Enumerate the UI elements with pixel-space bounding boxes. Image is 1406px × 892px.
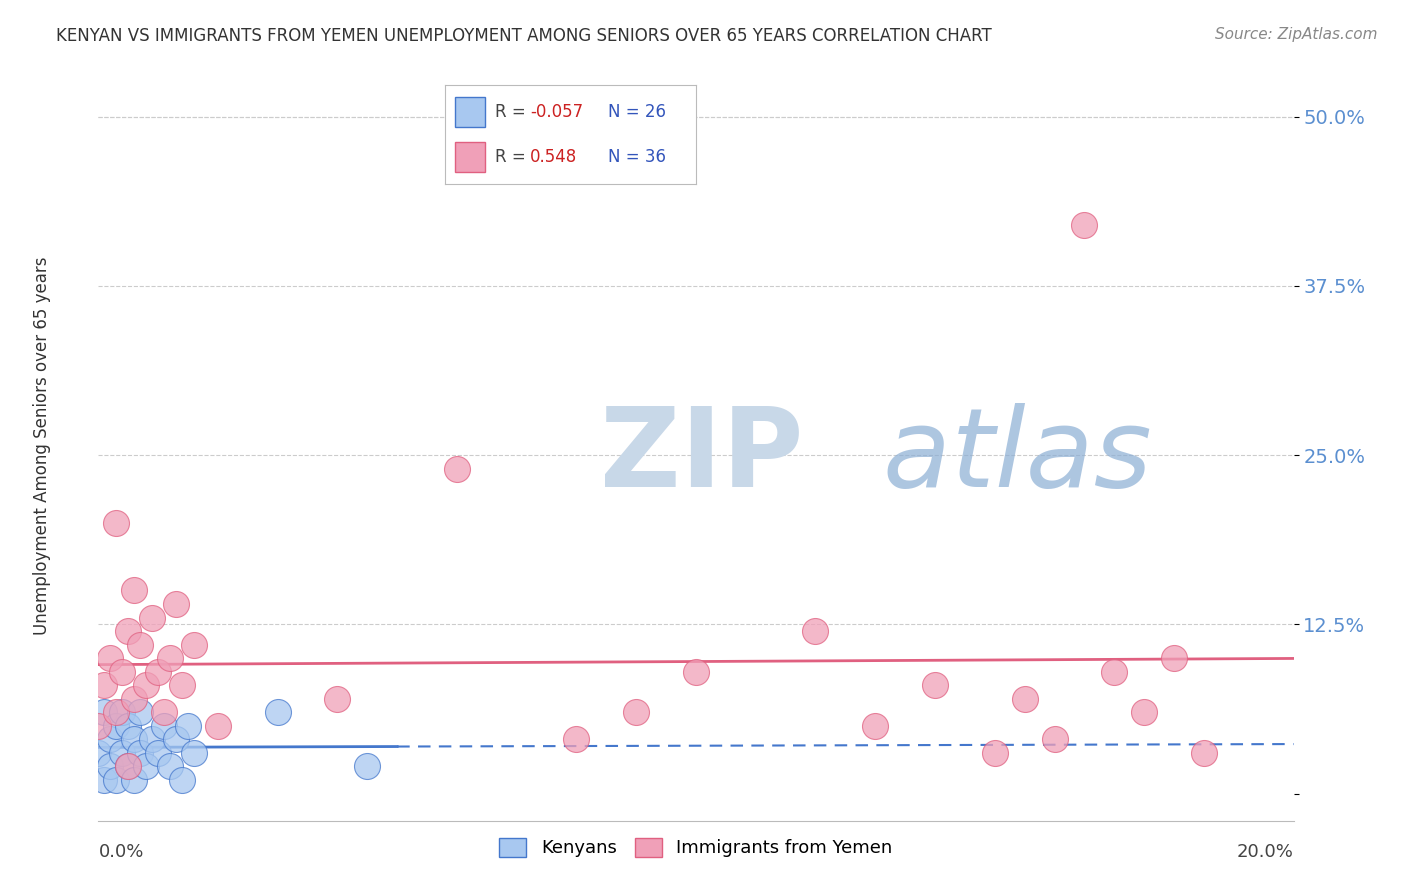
Point xyxy=(685,665,707,679)
Point xyxy=(129,706,152,720)
Point xyxy=(124,583,146,598)
Point xyxy=(105,706,128,720)
Point xyxy=(177,719,200,733)
Point xyxy=(129,638,152,652)
Point xyxy=(172,772,194,787)
Point xyxy=(165,732,187,747)
Point xyxy=(159,651,181,665)
Point xyxy=(172,678,194,692)
Point xyxy=(1163,651,1185,665)
Point xyxy=(98,651,122,665)
Point xyxy=(98,732,122,747)
Point xyxy=(105,719,128,733)
Text: 20.0%: 20.0% xyxy=(1237,844,1294,862)
Point xyxy=(159,759,181,773)
Point xyxy=(111,706,134,720)
Point xyxy=(446,461,468,475)
Point xyxy=(124,732,146,747)
Point xyxy=(984,746,1007,760)
Point xyxy=(124,691,146,706)
Point xyxy=(141,732,163,747)
Point xyxy=(1043,732,1066,747)
Point xyxy=(117,624,139,639)
Point xyxy=(105,772,128,787)
Point xyxy=(1133,706,1156,720)
Point xyxy=(135,759,157,773)
Point xyxy=(135,678,157,692)
Point xyxy=(865,719,887,733)
Point xyxy=(124,772,146,787)
Point xyxy=(148,746,170,760)
Point xyxy=(117,759,139,773)
Point xyxy=(1073,218,1095,232)
Point xyxy=(326,691,349,706)
Point xyxy=(117,719,139,733)
Point xyxy=(626,706,648,720)
Point xyxy=(565,732,588,747)
Point xyxy=(183,746,205,760)
Point xyxy=(153,719,176,733)
Text: atlas: atlas xyxy=(600,403,1152,510)
Text: Source: ZipAtlas.com: Source: ZipAtlas.com xyxy=(1215,27,1378,42)
Point xyxy=(183,638,205,652)
Point xyxy=(141,610,163,624)
Text: 0.0%: 0.0% xyxy=(98,844,143,862)
Point xyxy=(93,706,115,720)
Point xyxy=(148,665,170,679)
Text: Unemployment Among Seniors over 65 years: Unemployment Among Seniors over 65 years xyxy=(34,257,51,635)
Point xyxy=(117,759,139,773)
Point xyxy=(1014,691,1036,706)
Point xyxy=(129,746,152,760)
Point xyxy=(87,719,110,733)
Point xyxy=(111,665,134,679)
Point xyxy=(93,678,115,692)
Text: ZIP: ZIP xyxy=(600,403,804,510)
Legend: Kenyans, Immigrants from Yemen: Kenyans, Immigrants from Yemen xyxy=(492,830,900,864)
Point xyxy=(105,516,128,530)
Point xyxy=(98,759,122,773)
Point xyxy=(356,759,378,773)
Point xyxy=(1104,665,1126,679)
Point xyxy=(1192,746,1215,760)
Point xyxy=(111,746,134,760)
Point xyxy=(267,706,290,720)
Point xyxy=(93,772,115,787)
Point xyxy=(87,746,110,760)
Text: KENYAN VS IMMIGRANTS FROM YEMEN UNEMPLOYMENT AMONG SENIORS OVER 65 YEARS CORRELA: KENYAN VS IMMIGRANTS FROM YEMEN UNEMPLOY… xyxy=(56,27,993,45)
Point xyxy=(207,719,229,733)
Point xyxy=(153,706,176,720)
Point xyxy=(165,597,187,611)
Point xyxy=(804,624,827,639)
Point xyxy=(924,678,946,692)
